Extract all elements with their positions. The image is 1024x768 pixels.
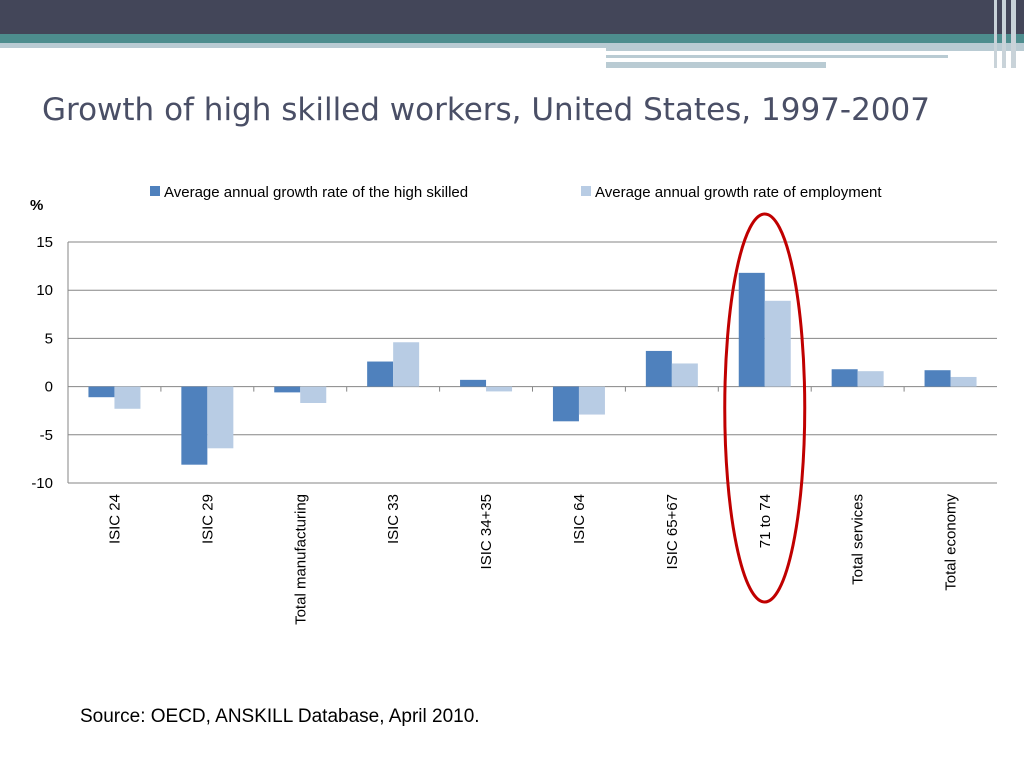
slide-header-decoration xyxy=(0,0,1024,68)
bar-high-skilled xyxy=(88,386,115,398)
x-axis-labels: ISIC 24 ISIC 29 Total manufacturing ISIC 33… xyxy=(106,494,959,625)
bar-high-skilled xyxy=(460,379,487,387)
bar-high-skilled xyxy=(367,361,394,387)
y-axis-unit-label: % xyxy=(30,197,43,214)
y-tick-label: 15 xyxy=(36,234,53,251)
y-axis-ticks: 15 10 5 0 -5 -10 xyxy=(31,234,53,492)
bar-employment xyxy=(114,386,141,409)
source-note: Source: OECD, ANSKILL Database, April 20… xyxy=(80,706,480,727)
x-tick-label: ISIC 64 xyxy=(571,494,588,544)
y-tick-label: -5 xyxy=(40,427,53,444)
legend-swatch-employment xyxy=(581,186,591,196)
header-accent-line-1 xyxy=(606,55,948,58)
x-tick-label: Total manufacturing xyxy=(292,494,309,625)
legend-label-employment: Average annual growth rate of employment xyxy=(595,184,882,201)
header-light-tab xyxy=(606,43,1024,51)
bar-high-skilled xyxy=(552,386,579,422)
y-tick-label: -10 xyxy=(31,475,53,492)
bar-employment xyxy=(578,386,605,415)
chart-legend: Average annual growth rate of the high s… xyxy=(150,184,882,201)
bar-employment xyxy=(486,386,513,392)
x-tick-label: ISIC 33 xyxy=(385,494,402,544)
y-tick-label: 0 xyxy=(45,379,53,396)
header-light-band xyxy=(0,43,606,48)
slide-title: Growth of high skilled workers, United S… xyxy=(42,92,930,128)
header-accent-line-2 xyxy=(606,62,826,68)
x-tick-label: ISIC 34+35 xyxy=(478,494,495,569)
x-tick-label: ISIC 65+67 xyxy=(664,494,681,569)
bar-high-skilled xyxy=(645,350,672,387)
bar-high-skilled xyxy=(738,272,765,387)
y-tick-label: 5 xyxy=(45,330,53,347)
bar-employment xyxy=(300,386,327,403)
bar-high-skilled xyxy=(831,369,858,387)
bar-high-skilled xyxy=(924,370,951,387)
chart: Average annual growth rate of the high s… xyxy=(30,184,997,625)
header-right-stripe-1 xyxy=(994,0,997,68)
y-tick-label: 10 xyxy=(36,282,53,299)
bar-employment xyxy=(207,386,234,449)
bar-high-skilled xyxy=(181,386,208,465)
bar-employment xyxy=(950,376,977,387)
bar-employment xyxy=(393,342,420,387)
bar-employment xyxy=(857,371,884,387)
bar-employment xyxy=(671,363,698,387)
x-tick-label: ISIC 24 xyxy=(106,494,123,544)
header-dark-band xyxy=(0,0,1024,34)
bar-high-skilled xyxy=(274,386,301,393)
header-teal-band xyxy=(0,34,1024,43)
x-tick-label: Total economy xyxy=(943,494,960,591)
header-right-stripe-2 xyxy=(1002,0,1006,68)
legend-label-high-skilled: Average annual growth rate of the high s… xyxy=(164,184,468,201)
chart-bars xyxy=(88,272,977,465)
header-right-stripe-3 xyxy=(1011,0,1016,68)
x-tick-label: ISIC 29 xyxy=(199,494,216,544)
x-tick-label: Total services xyxy=(850,494,867,585)
highlight-ellipse xyxy=(723,212,807,604)
x-tick-label: 71 to 74 xyxy=(757,494,774,548)
legend-swatch-high-skilled xyxy=(150,186,160,196)
bar-employment xyxy=(764,300,791,387)
